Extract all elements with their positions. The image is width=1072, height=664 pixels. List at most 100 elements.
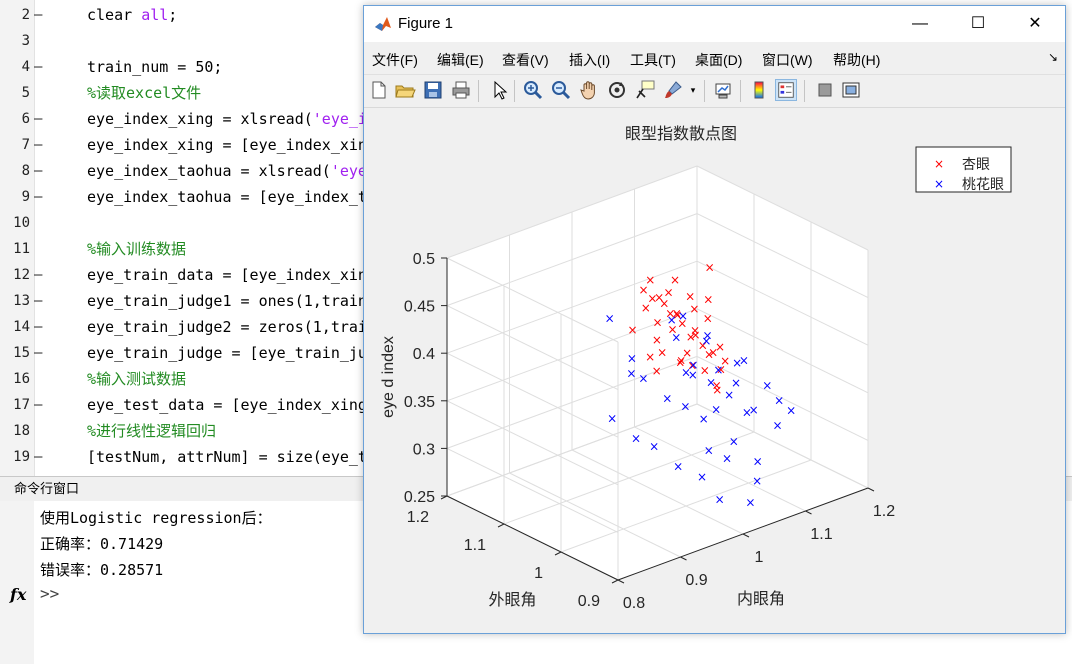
menu-view[interactable]: 查看(V) [502,52,549,68]
minimize-button[interactable]: — [912,15,928,32]
code-line[interactable]: 17— eye_test_data = [eye_index_xing [0,392,1072,418]
link-plot-icon[interactable] [712,79,734,101]
save-icon[interactable] [422,79,444,101]
menu-file[interactable]: 文件(F) [372,52,418,68]
pan-hand-icon[interactable] [578,79,600,101]
code-token: %输入测试数据 [87,370,187,388]
code-token: ; [168,6,178,24]
line-number: 2 [21,7,30,23]
code-line[interactable]: 15— eye_train_judge = [eye_train_ju [0,340,1072,366]
menu-insert[interactable]: 插入(I) [569,52,611,68]
code-line[interactable]: 5 %读取excel文件 [0,80,1072,106]
menu-window[interactable]: 窗口(W) [762,52,813,68]
code-line[interactable]: 4— train_num = 50; [0,54,1072,80]
code-line[interactable]: 10 [0,210,1072,236]
menu-desktop[interactable]: 桌面(D) [695,52,743,68]
line-number: 16 [13,371,30,387]
data-point: × [670,273,680,287]
data-point: × [626,366,636,380]
hide-plot-tools-icon[interactable] [814,79,836,101]
data-point: × [753,454,763,468]
data-point: × [698,338,708,352]
code-line[interactable]: 11 %输入训练数据 [0,236,1072,262]
data-point: × [749,403,759,417]
open-file-icon[interactable] [394,79,416,101]
code-line[interactable]: 18 %进行线性逻辑回归 [0,418,1072,444]
line-number: 4 [21,59,30,75]
code-token: eye_index_xing = xlsread( [87,110,313,128]
brush-dropdown-icon[interactable]: ▾ [690,85,696,95]
data-cursor-icon[interactable] [634,79,656,101]
menu-help[interactable]: 帮助(H) [833,52,881,68]
new-figure-icon[interactable] [368,79,390,101]
breakpoint-marker[interactable]: — [34,163,43,179]
code-line[interactable]: 7— eye_index_xing = [eye_index_xin [0,132,1072,158]
x-tick-label: 0.8 [623,595,645,612]
breakpoint-marker[interactable]: — [34,345,43,361]
legend-icon[interactable] [775,79,797,101]
code-line[interactable]: 12— eye_train_data = [eye_index_xin [0,262,1072,288]
breakpoint-marker[interactable]: — [34,293,43,309]
breakpoint-marker[interactable]: — [34,7,43,23]
data-point: × [712,383,722,397]
breakpoint-marker[interactable]: — [34,267,43,283]
data-point: × [703,292,713,306]
command-prompt[interactable]: >> [40,584,60,603]
code-line[interactable]: 16 %输入测试数据 [0,366,1072,392]
grid-line [446,403,698,497]
data-point: × [673,459,683,473]
plot-area[interactable]: 0.8 0.9 1 1.1 1.2 0.9 1 1.1 1.2 0.25 0.3 0.35 0.4 0.4… [364,106,1065,633]
close-button[interactable]: ✕ [1028,15,1042,32]
breakpoint-marker[interactable]: — [34,189,43,205]
code-text: eye_train_judge1 = ones(1,train [87,288,367,314]
data-point: × [774,393,784,407]
legend-marker: × [934,157,944,171]
dock-figure-icon[interactable]: ↘ [1048,50,1059,64]
code-text: eye_index_xing = [eye_index_xin [87,132,367,158]
command-output-line: 正确率：0.71429 [40,535,164,553]
y-axis-label: 外眼角 [488,591,536,609]
breakpoint-marker[interactable]: — [34,449,43,465]
command-window-gutter [0,501,34,664]
pointer-icon[interactable] [488,79,510,101]
zoom-out-icon[interactable] [550,79,572,101]
figure-titlebar[interactable]: Figure 1 — ☐ ✕ [364,6,1065,42]
data-point: × [722,451,732,465]
scatter-3d-chart[interactable]: 0.8 0.9 1 1.1 1.2 0.9 1 1.1 1.2 0.25 0.3 0.35 0.4 0.4… [364,106,1065,633]
code-text: eye_index_xing = xlsread('eye_i [87,106,367,132]
print-icon[interactable] [450,79,472,101]
code-line[interactable]: 19— [testNum, attrNum] = size(eye_t [0,444,1072,470]
breakpoint-marker[interactable]: — [34,111,43,127]
grid-line [446,305,619,391]
function-browser-icon[interactable]: fx [10,585,27,604]
rotate-3d-icon[interactable] [606,79,628,101]
y-tick-label: 1 [534,565,543,582]
code-text: %输入测试数据 [87,366,186,392]
code-line[interactable]: 6— eye_index_xing = xlsread('eye_i [0,106,1072,132]
breakpoint-marker[interactable]: — [34,397,43,413]
code-line[interactable]: 14— eye_train_judge2 = zeros(1,trai [0,314,1072,340]
code-line[interactable]: 8— eye_index_taohua = xlsread('eye [0,158,1072,184]
grid-line [446,165,698,259]
breakpoint-marker[interactable]: — [34,319,43,335]
breakpoint-marker[interactable]: — [34,59,43,75]
colorbar-icon[interactable] [748,79,770,101]
code-text: eye_train_judge = [eye_train_ju [87,340,367,366]
y-tick [497,523,505,528]
code-line[interactable]: 13— eye_train_judge1 = ones(1,train [0,288,1072,314]
figure-window[interactable]: Figure 1 — ☐ ✕ 文件(F) 编辑(E) 查看(V) 插入(I) 工… [363,5,1066,634]
y-axis-line [446,495,619,581]
menu-edit[interactable]: 编辑(E) [437,52,484,68]
menu-tools[interactable]: 工具(T) [630,52,676,68]
code-line[interactable]: 3 [0,28,1072,54]
data-point: × [686,330,696,344]
breakpoint-marker[interactable]: — [34,137,43,153]
code-token: eye_index_taohua = [eye_index_t [87,188,367,206]
brush-icon[interactable] [662,79,684,101]
code-line[interactable]: 9— eye_index_taohua = [eye_index_t [0,184,1072,210]
show-plot-tools-icon[interactable] [840,79,862,101]
code-line[interactable]: 2— clear all; [0,2,1072,28]
z-tick-label: 0.4 [413,346,435,363]
maximize-button[interactable]: ☐ [970,15,986,32]
zoom-in-icon[interactable] [522,79,544,101]
